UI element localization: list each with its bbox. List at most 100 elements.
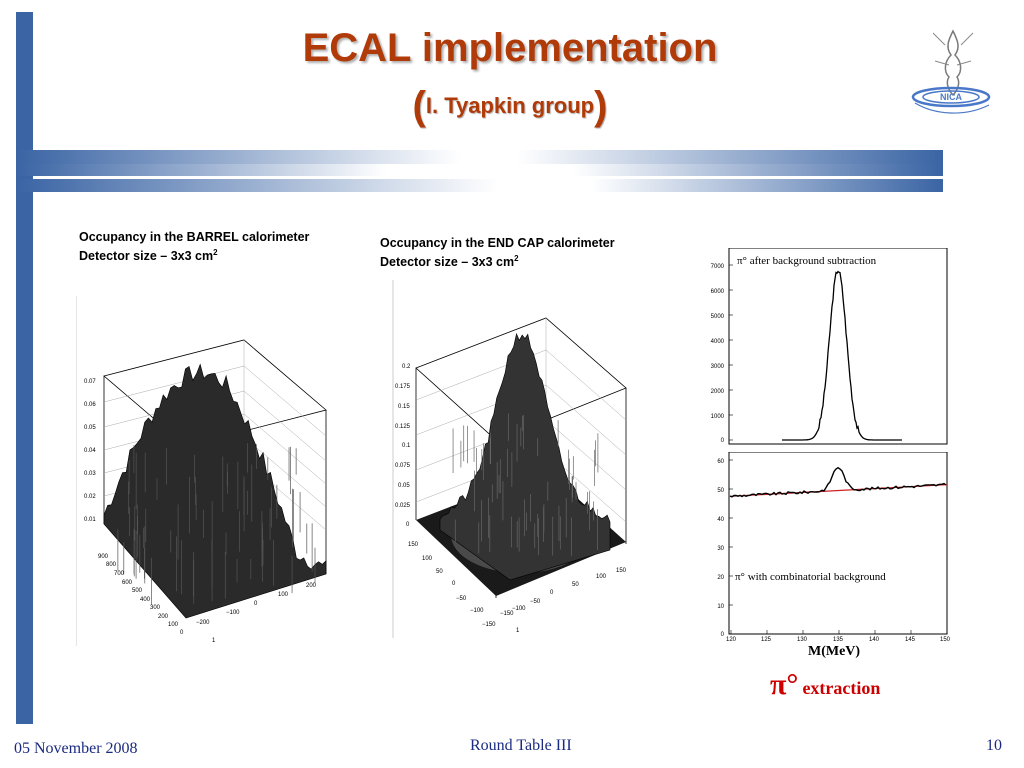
pi0-bottom-ytick: 50 [717, 488, 724, 494]
pi0-top-label: π° after background subtraction [737, 255, 877, 267]
endcap-ztick: 0.175 [395, 384, 411, 390]
pi0-bottom-ytick: 30 [717, 546, 724, 552]
pi0-bottom-ytick: 40 [717, 517, 724, 523]
pi0-top-ytick: 1000 [711, 414, 725, 420]
pi0-bottom-xtick: 145 [905, 637, 916, 643]
endcap-ytick: 100 [422, 556, 433, 562]
barrel-caption-sup: 2 [213, 248, 218, 257]
barrel-ytick: 800 [106, 562, 117, 568]
endcap-xtick: 50 [572, 582, 579, 588]
footer-event: Round Table III [470, 737, 572, 754]
endcap-ytick: −50 [456, 596, 467, 602]
endcap-spikes [452, 413, 599, 556]
pi0-background-histogram: 60 50 40 30 20 10 0 120 125 130 135 140 … [717, 452, 951, 643]
endcap-xtick: 150 [616, 568, 627, 574]
barrel-ztick: 0.03 [84, 471, 96, 477]
barrel-caption-line2: Detector size – 3x3 cm2 [79, 245, 309, 264]
pi0-bottom-xtick: 140 [869, 637, 880, 643]
barrel-caption-line1: Occupancy in the BARREL calorimeter [79, 230, 310, 244]
subtitle-close-paren: ) [594, 84, 608, 128]
barrel-ytick: 700 [114, 571, 125, 577]
barrel-ztick: 0.07 [84, 379, 96, 385]
pi0-top-ytick: 7000 [711, 264, 725, 270]
endcap-ytick: 150 [408, 542, 419, 548]
pi0-subtracted-peak [782, 270, 902, 441]
logo-text: NICA [940, 92, 962, 102]
endcap-corner-tick: 1 [516, 628, 520, 634]
endcap-xtick: −150 [500, 611, 514, 617]
barrel-ytick: 300 [150, 605, 161, 611]
pi0-bottom-axis-ticks [729, 459, 948, 635]
barrel-ytick: 400 [140, 597, 151, 603]
barrel-ytick: 900 [98, 554, 109, 560]
endcap-ytick: 50 [436, 569, 443, 575]
barrel-ytick: 100 [168, 622, 179, 628]
barrel-spikes [117, 443, 316, 605]
pi0-background-peak [729, 466, 947, 498]
endcap-ztick: 0.15 [398, 404, 410, 410]
pi0-top-ytick: 4000 [711, 339, 725, 345]
barrel-occupancy-plot: 0.07 0.06 0.05 0.04 0.03 0.02 0.01 900 8… [76, 296, 327, 646]
pi0-bottom-xtick: 135 [833, 637, 844, 643]
endcap-ztick: 0.075 [395, 463, 411, 469]
pi0-bottom-ytick: 20 [717, 575, 724, 581]
barrel-ztick: 0.01 [84, 517, 96, 523]
endcap-xtick: 0 [550, 590, 554, 596]
endcap-caption-size: Detector size – 3x3 cm [380, 255, 515, 270]
barrel-caption-size: Detector size – 3x3 cm [79, 249, 214, 264]
pi0-subtracted-histogram: 7000 6000 5000 4000 3000 2000 1000 0 π° … [711, 248, 948, 445]
pi0-bottom-label: π° with combinatorial background [735, 571, 886, 583]
barrel-surface [103, 363, 327, 619]
endcap-caption-sup: 2 [514, 254, 519, 263]
barrel-corner-tick: 1 [212, 638, 216, 644]
pi0-bottom-ytick: 0 [721, 632, 725, 638]
pi0-bottom-xtick: 150 [940, 637, 951, 643]
endcap-ztick: 0.2 [402, 364, 411, 370]
pi0-top-ytick: 3000 [711, 364, 725, 370]
pi0-top-ytick: 5000 [711, 314, 725, 320]
barrel-ytick: 200 [158, 614, 169, 620]
subtitle-open-paren: ( [412, 84, 426, 128]
pi0-bottom-xtick: 130 [797, 637, 808, 643]
barrel-xtick: −100 [226, 610, 240, 616]
slide-title: ECAL implementation [302, 26, 718, 70]
endcap-xtick: −50 [530, 599, 541, 605]
endcap-caption-line2: Detector size – 3x3 cm2 [380, 251, 615, 270]
extraction-text: extraction [802, 678, 881, 698]
pi0-bottom-xtick: 125 [761, 637, 772, 643]
footer-date: 05 November 2008 [14, 740, 138, 757]
barrel-ytick: 500 [132, 588, 143, 594]
endcap-xtick: −100 [512, 606, 526, 612]
endcap-ytick: −100 [470, 608, 484, 614]
pi0-top-ytick: 2000 [711, 389, 725, 395]
pi0-bottom-ytick: 10 [717, 604, 724, 610]
endcap-ztick: 0.1 [402, 443, 411, 449]
mass-axis-label: M(MeV) [808, 644, 861, 659]
endcap-ztick: 0.125 [395, 424, 411, 430]
header-divider-bar-3 [16, 179, 943, 192]
header-divider-bar [16, 150, 943, 164]
endcap-ztick: 0.05 [398, 483, 410, 489]
pi0-extraction-caption: π° extraction [770, 668, 880, 702]
slide-subtitle: (I. Tyapkin group) [300, 84, 720, 129]
pi0-top-ytick: 0 [721, 438, 725, 444]
barrel-ytick: 0 [180, 630, 184, 636]
pi0-bottom-xtick: 120 [726, 637, 737, 643]
endcap-ytick: −150 [482, 622, 496, 628]
institute-logo: NICA [911, 29, 991, 114]
endcap-surface [439, 332, 611, 581]
barrel-xtick: 0 [254, 601, 258, 607]
barrel-xtick: −200 [196, 620, 210, 626]
pi0-symbol: π° [770, 668, 799, 701]
pi0-top-ytick: 6000 [711, 289, 725, 295]
barrel-ytick: 600 [122, 580, 133, 586]
endcap-ztick: 0.025 [395, 503, 411, 509]
subtitle-text: I. Tyapkin group [425, 93, 595, 118]
barrel-ztick: 0.05 [84, 425, 96, 431]
pi0-bottom-ytick: 60 [717, 459, 724, 465]
endcap-occupancy-plot: 0.2 0.175 0.15 0.125 0.1 0.075 0.05 0.02… [392, 280, 627, 638]
endcap-ztick: 0 [406, 522, 410, 528]
endcap-caption: Occupancy in the END CAP calorimeter Det… [380, 235, 615, 270]
barrel-xtick: 100 [278, 592, 289, 598]
endcap-ytick: 0 [452, 581, 456, 587]
